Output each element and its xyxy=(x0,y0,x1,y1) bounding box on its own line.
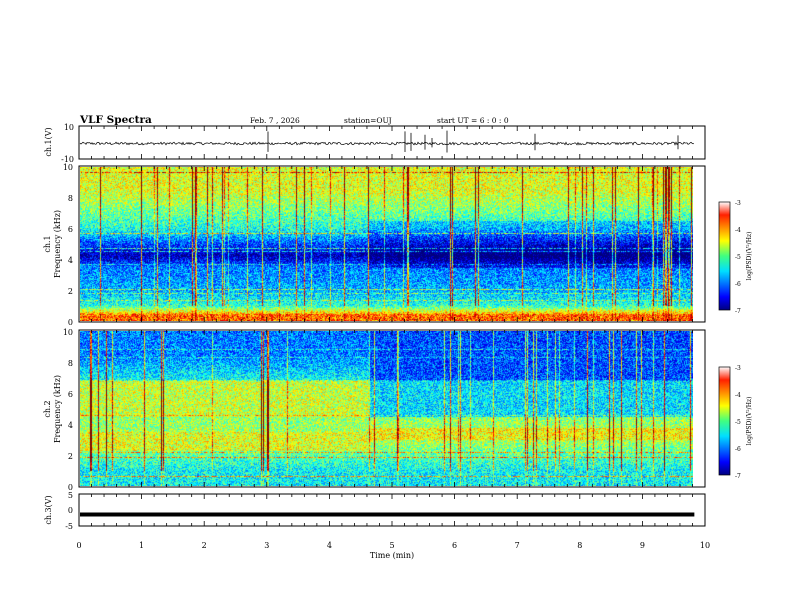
ch1-waveform-ticks xyxy=(78,126,706,159)
s1-ytick-6: 6 xyxy=(68,225,73,234)
s1-ytick-4: 4 xyxy=(68,256,73,265)
ch2-spectrogram-ylabel-frequency: Frequency (kHz) xyxy=(53,375,62,443)
cb1-tick-5: -5 xyxy=(735,254,741,261)
cb1-tick-7: -7 xyxy=(735,308,741,315)
cb1-tick-4: -4 xyxy=(735,227,741,234)
cb1-tick-6: -6 xyxy=(735,281,741,288)
s2-ytick-2: 2 xyxy=(68,452,73,461)
ch2-spectrogram-ylabel-channel: ch.2 xyxy=(43,400,52,417)
ch1-colorbar: -3 -4 -5 -6 -7 log(PSD)(V²/Hz) xyxy=(718,200,753,315)
cb1-tick-3: -3 xyxy=(735,200,741,207)
x-tick-0: 0 xyxy=(76,541,81,550)
x-tick-10: 10 xyxy=(700,541,710,550)
cb2-tick-4: -4 xyxy=(735,392,741,399)
ch2-spectrogram-image xyxy=(80,331,693,486)
s2-ytick-6: 6 xyxy=(68,390,73,399)
ch1-colorbar-gradient xyxy=(718,201,731,311)
ch1-ylabel: ch.1(V) xyxy=(44,127,53,156)
ch1-spectrogram-yticks: 0 2 4 6 8 10 xyxy=(63,163,73,327)
x-tick-7: 7 xyxy=(515,541,520,550)
cb2-tick-6: -6 xyxy=(735,446,741,453)
ch2-spectrogram-panel: 0 2 4 6 8 10 ch.2 Frequency (kHz) xyxy=(43,328,706,492)
ch3-waveform-ticks xyxy=(78,494,706,526)
s2-ytick-0: 0 xyxy=(68,483,73,492)
s2-ytick-4: 4 xyxy=(68,421,73,430)
ch1-waveform-line xyxy=(79,141,695,146)
x-tick-5: 5 xyxy=(389,541,394,550)
ch2-colorbar: -3 -4 -5 -6 -7 log(PSD)(V²/Hz) xyxy=(718,365,753,480)
ch1-spectrogram-image xyxy=(80,167,693,321)
chart-title: VLF Spectra xyxy=(79,114,152,126)
x-tick-1: 1 xyxy=(139,541,144,550)
s1-ytick-10: 10 xyxy=(63,163,73,172)
ch1-waveform-spikes xyxy=(267,130,679,153)
x-tick-8: 8 xyxy=(577,541,582,550)
ch3-ytick-5: 5 xyxy=(68,491,73,500)
ch2-spectrogram-yticks: 0 2 4 6 8 10 xyxy=(63,328,73,492)
x-axis-ticks: 0 1 2 3 4 5 6 7 8 9 10 xyxy=(76,541,710,550)
ch3-waveform-panel: 5 0 -5 ch.3(V) xyxy=(44,491,706,531)
ch2-spectrogram-ticks xyxy=(78,330,706,487)
ch1-spectrogram-ticks xyxy=(78,166,706,322)
ch2-colorbar-gradient xyxy=(718,366,731,476)
ch1-spectrogram-ylabel-frequency: Frequency (kHz) xyxy=(53,210,62,278)
s2-ytick-8: 8 xyxy=(68,359,73,368)
ch1-spectrogram-panel: 0 2 4 6 8 10 ch.1 Frequency (kHz) xyxy=(43,163,706,327)
cb2-tick-5: -5 xyxy=(735,419,741,426)
ch1-ytick-top: 10 xyxy=(64,123,74,132)
cb2-tick-7: -7 xyxy=(735,473,741,480)
date-label: Feb. 7 , 2026 xyxy=(250,116,300,125)
ch1-spectrogram-ylabel-channel: ch.1 xyxy=(43,235,52,252)
ch3-ytick-0: 0 xyxy=(68,506,73,515)
ch1-waveform-panel: 10 -10 ch.1(V) xyxy=(44,123,706,164)
x-tick-3: 3 xyxy=(264,541,269,550)
ch1-ytick-bottom: -10 xyxy=(61,155,74,164)
s1-ytick-2: 2 xyxy=(68,287,73,296)
ch3-ytick-minus5: -5 xyxy=(65,522,73,531)
ch3-ylabel: ch.3(V) xyxy=(44,495,53,524)
x-tick-9: 9 xyxy=(640,541,645,550)
s1-ytick-0: 0 xyxy=(68,318,73,327)
start-ut-label: start UT = 6 : 0 : 0 xyxy=(437,116,509,125)
x-tick-2: 2 xyxy=(202,541,207,550)
x-tick-4: 4 xyxy=(327,541,332,550)
ch2-colorbar-label: log(PSD)(V²/Hz) xyxy=(746,397,753,446)
x-axis-label: Time (min) xyxy=(370,551,414,560)
s1-ytick-8: 8 xyxy=(68,194,73,203)
s2-ytick-10: 10 xyxy=(63,328,73,337)
station-label: station=OUJ xyxy=(344,116,392,125)
x-tick-6: 6 xyxy=(452,541,457,550)
cb2-tick-3: -3 xyxy=(735,365,741,372)
ch1-colorbar-label: log(PSD)(V²/Hz) xyxy=(746,232,753,281)
